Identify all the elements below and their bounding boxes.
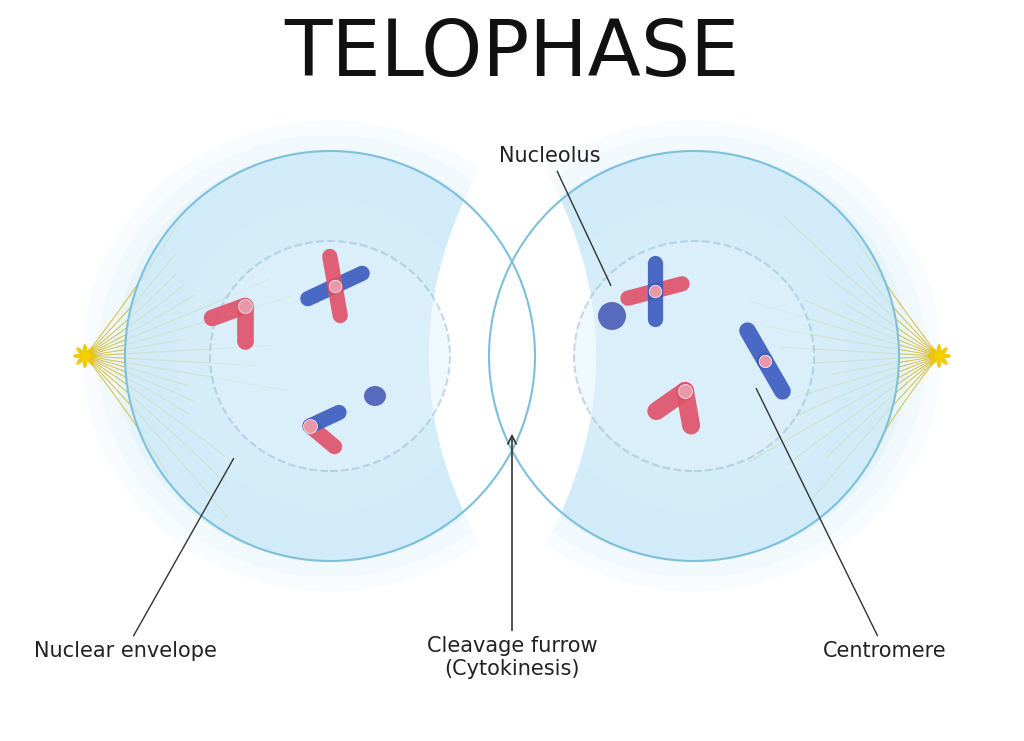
Ellipse shape (85, 356, 94, 365)
Ellipse shape (574, 241, 814, 471)
Ellipse shape (83, 356, 87, 368)
Text: Cleavage furrow
(Cytokinesis): Cleavage furrow (Cytokinesis) (427, 436, 597, 679)
Ellipse shape (76, 348, 85, 356)
Ellipse shape (489, 151, 899, 561)
Ellipse shape (83, 344, 87, 356)
Ellipse shape (462, 135, 927, 577)
Ellipse shape (97, 135, 562, 577)
Text: Nucleolus: Nucleolus (500, 146, 611, 285)
Text: Centromere: Centromere (757, 388, 947, 661)
Ellipse shape (598, 302, 626, 330)
Ellipse shape (937, 344, 941, 356)
Text: TELOPHASE: TELOPHASE (285, 16, 739, 92)
Ellipse shape (927, 353, 939, 358)
Text: Nuclear envelope: Nuclear envelope (34, 459, 233, 661)
Ellipse shape (930, 348, 939, 356)
Ellipse shape (479, 151, 909, 561)
Ellipse shape (176, 202, 483, 510)
Ellipse shape (85, 353, 97, 358)
Ellipse shape (125, 151, 535, 561)
Ellipse shape (930, 356, 939, 365)
Ellipse shape (85, 348, 94, 356)
Ellipse shape (489, 151, 899, 561)
Ellipse shape (83, 120, 578, 592)
Ellipse shape (939, 356, 948, 365)
Ellipse shape (939, 353, 951, 358)
Ellipse shape (73, 353, 85, 358)
Ellipse shape (76, 356, 85, 365)
Ellipse shape (210, 241, 450, 471)
Ellipse shape (541, 202, 848, 510)
Ellipse shape (446, 120, 941, 592)
Ellipse shape (939, 348, 948, 356)
Ellipse shape (937, 356, 941, 368)
Ellipse shape (364, 386, 386, 406)
Ellipse shape (125, 151, 535, 561)
Ellipse shape (115, 151, 545, 561)
